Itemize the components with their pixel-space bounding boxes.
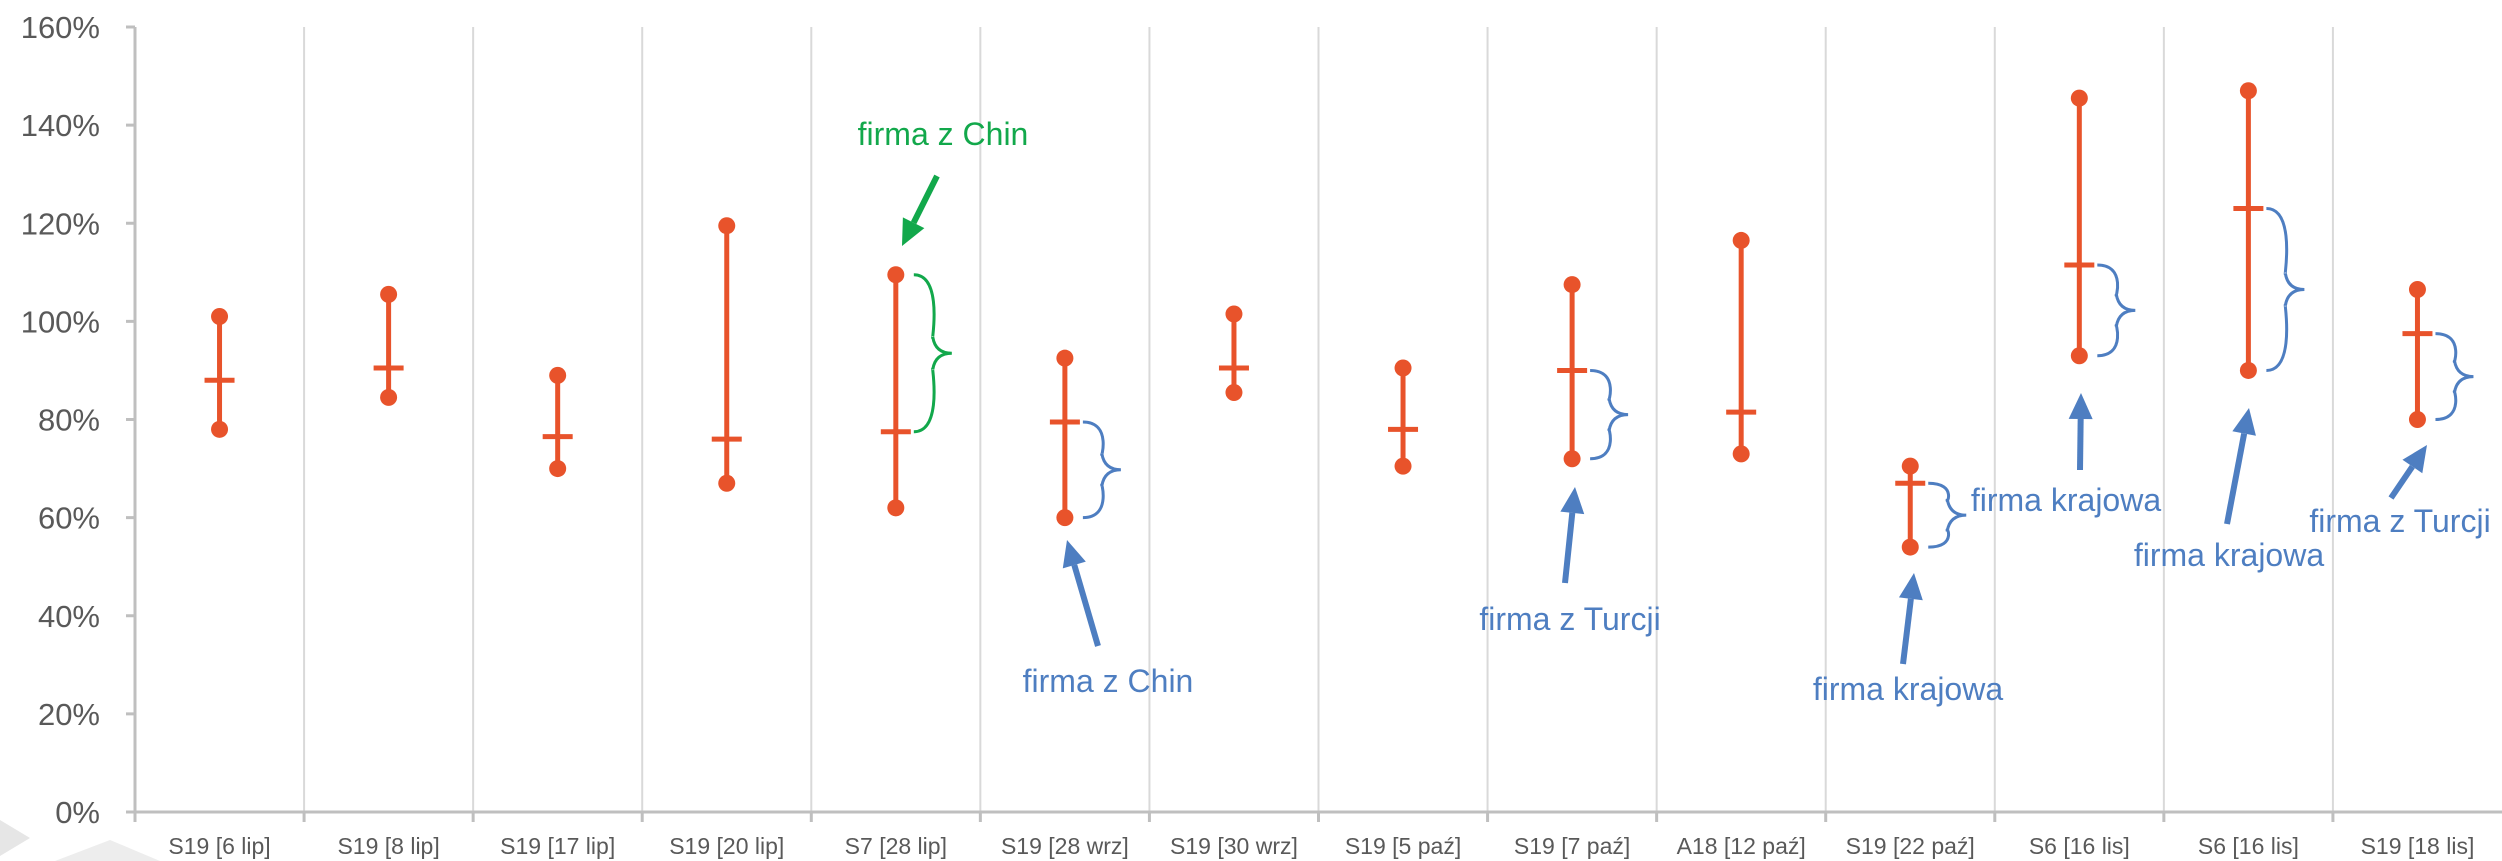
low-point: [211, 420, 229, 438]
annotation-label: firma krajowa: [1813, 671, 2003, 707]
annotation-arrow-shaft: [2077, 418, 2084, 471]
gridlines: [303, 27, 2334, 812]
y-tick-label: 40%: [38, 599, 100, 634]
x-tick-label: S19 [30 wrz]: [1170, 833, 1298, 859]
low-point: [380, 388, 398, 406]
annotation-arrow-shaft: [1562, 512, 1576, 584]
x-tick-label: S19 [22 paź]: [1846, 833, 1975, 859]
y-axis-tick-labels: 0% 20% 40% 60% 80% 100% 120% 140% 160%: [21, 10, 100, 830]
low-point: [887, 499, 905, 517]
x-tick-label: S6 [16 lis]: [2029, 833, 2130, 859]
annotation-label: firma krajowa: [1971, 482, 2161, 518]
x-tick-label: S7 [28 lip]: [845, 833, 947, 859]
x-tick-label: S19 [17 lip]: [500, 833, 615, 859]
x-tick-label: S19 [28 wrz]: [1001, 833, 1129, 859]
low-point: [549, 460, 567, 478]
y-tick-label: 140%: [21, 108, 100, 143]
high-point: [1563, 276, 1581, 294]
x-tick-label: S19 [20 lip]: [669, 833, 784, 859]
high-point: [1394, 359, 1412, 377]
high-point: [380, 285, 398, 303]
annotation-brace: [1589, 368, 1629, 461]
annotation-arrow-shaft: [2388, 464, 2415, 500]
x-tick-label: S19 [18 lis]: [2361, 833, 2475, 859]
y-tick-label: 80%: [38, 403, 100, 438]
annotation-group: firma z Turcji: [2309, 332, 2491, 539]
x-tick-label: S19 [8 lip]: [337, 833, 439, 859]
axes: [126, 25, 2502, 822]
high-point: [2408, 280, 2426, 298]
annotation-label: firma z Chin: [858, 116, 1029, 152]
annotation-label: firma krajowa: [2134, 537, 2324, 573]
annotation-label: firma z Turcji: [1479, 601, 1660, 637]
x-tick-label: S19 [7 paź]: [1514, 833, 1630, 859]
y-tick-label: 120%: [21, 206, 100, 241]
y-tick-label: 0%: [55, 795, 100, 830]
annotation-arrow-shaft: [910, 174, 940, 225]
annotation-brace: [1928, 481, 1967, 549]
low-point: [2070, 347, 2088, 365]
low-point: [1394, 457, 1412, 475]
low-point: [1901, 538, 1919, 556]
annotation-arrow-head: [902, 217, 925, 246]
annotation-arrow-head: [2402, 445, 2427, 474]
range-series: [204, 82, 2433, 556]
annotation-group: firma krajowa: [1971, 263, 2161, 518]
annotation-arrow-head: [1898, 573, 1923, 601]
high-point: [2070, 89, 2088, 107]
annotation-group: firma z Chin: [858, 116, 1029, 434]
annotation-brace: [2266, 207, 2305, 372]
low-point: [2239, 361, 2257, 379]
annotation-brace: [2435, 332, 2474, 421]
annotation-brace: [2097, 263, 2136, 358]
x-tick-label: S19 [5 paź]: [1345, 833, 1461, 859]
x-tick-label: S6 [16 lis]: [2198, 833, 2299, 859]
low-point: [718, 474, 736, 492]
annotation-label: firma z Turcji: [2309, 503, 2490, 539]
y-tick-label: 100%: [21, 304, 100, 339]
annotation-group: firma z Turcji: [1479, 368, 1661, 637]
x-axis-tick-labels: S19 [6 lip] S19 [8 lip] S19 [17 lip] S19 [2…: [168, 833, 2474, 859]
annotation-group: firma krajowa: [2134, 207, 2324, 573]
annotation-group: firma z Chin: [1023, 420, 1194, 699]
high-point: [718, 217, 736, 235]
low-point: [2408, 411, 2426, 428]
low-point: [1732, 445, 1750, 463]
annotation-arrow-head: [1560, 487, 1585, 515]
low-point: [1563, 450, 1581, 468]
annotation-arrow-shaft: [1071, 564, 1101, 647]
annotation-arrow-head: [1062, 540, 1086, 569]
annotation-arrow-shaft: [1900, 598, 1914, 665]
annotation-arrow-shaft: [2224, 432, 2248, 525]
annotation-arrow-head: [2232, 408, 2256, 436]
annotation-brace: [913, 273, 952, 434]
high-point: [1225, 305, 1243, 323]
high-point: [1901, 457, 1919, 475]
low-point: [1056, 509, 1074, 527]
high-point: [2239, 82, 2257, 100]
annotation-arrow-head: [2068, 393, 2093, 420]
y-tick-label: 20%: [38, 697, 100, 732]
y-tick-label: 160%: [21, 10, 100, 45]
high-point: [887, 266, 905, 284]
x-tick-label: S19 [6 lip]: [168, 833, 270, 859]
x-tick-label: A18 [12 paź]: [1677, 833, 1806, 859]
high-point: [1056, 349, 1074, 367]
annotation-group: firma krajowa: [1813, 481, 2003, 707]
annotation-label: firma z Chin: [1023, 663, 1194, 699]
high-point: [1732, 231, 1750, 249]
y-tick-label: 60%: [38, 501, 100, 536]
high-point: [211, 307, 229, 325]
low-point: [1225, 384, 1243, 402]
corner-decoration: [0, 820, 160, 861]
high-point: [549, 366, 567, 384]
annotation-brace: [1082, 420, 1121, 520]
